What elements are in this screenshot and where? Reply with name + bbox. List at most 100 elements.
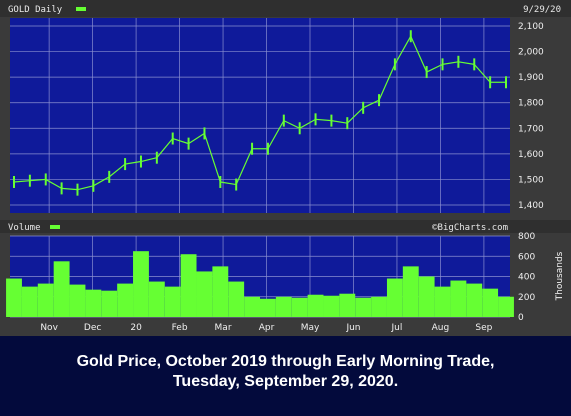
x-tick-label: Sep <box>475 323 492 333</box>
volume-bar <box>85 289 102 317</box>
price-trace-segment <box>267 120 285 150</box>
volume-bar <box>307 294 324 317</box>
price-trace-segment <box>283 120 300 129</box>
price-trace-segment <box>156 138 174 159</box>
price-trace-segment <box>13 180 30 183</box>
volume-bar <box>133 251 149 317</box>
price-legend-swatch <box>76 7 86 11</box>
price-trace-segment <box>29 178 46 182</box>
volume-bar <box>418 276 435 317</box>
volume-tick-label: 400 <box>518 273 535 283</box>
x-tick-label: 20 <box>130 323 142 333</box>
watermark: ©BigCharts.com <box>432 223 508 233</box>
volume-bar <box>386 278 403 317</box>
price-trace-segment <box>108 163 126 178</box>
price-trace-segment <box>203 133 221 183</box>
x-tick-label: Jun <box>345 323 360 333</box>
price-trace-segment <box>220 181 237 186</box>
x-tick-label: Mar <box>215 323 232 333</box>
volume-bar <box>355 297 372 317</box>
price-tick-label: 1,600 <box>518 150 544 160</box>
price-grid <box>10 18 510 213</box>
price-trace-segment <box>93 176 110 187</box>
volume-legend-swatch <box>50 225 60 229</box>
volume-tick-label: 800 <box>518 232 535 242</box>
x-tick-label: Dec <box>84 323 101 333</box>
volume-bar <box>37 283 54 317</box>
price-trace-segment <box>473 63 491 83</box>
price-tick-label: 1,400 <box>518 201 544 211</box>
volume-header-bar <box>0 220 571 233</box>
price-trace-segment <box>331 120 348 124</box>
volume-bar <box>434 286 451 317</box>
price-tick-label: 1,900 <box>518 73 544 83</box>
price-trace-segment <box>172 137 189 145</box>
price-trace-segment <box>362 99 380 109</box>
price-trace-segment <box>299 118 316 129</box>
caption-line-1: Gold Price, October 2019 through Early M… <box>76 353 495 370</box>
price-tick-label: 1,700 <box>518 124 544 134</box>
caption-line-2: Tuesday, September 29, 2020. <box>172 373 399 390</box>
volume-bars <box>6 251 514 317</box>
price-trace-segment <box>77 185 94 191</box>
volume-bar <box>450 280 467 317</box>
volume-bar <box>291 297 308 317</box>
x-tick-label: Aug <box>432 323 450 333</box>
volume-tick-label: 600 <box>518 252 535 262</box>
x-tick-label: Nov <box>40 323 58 333</box>
x-tick-label: May <box>301 323 320 333</box>
price-trace-segment <box>378 64 396 101</box>
price-trace-segment <box>410 35 428 73</box>
volume-tick-label: 200 <box>518 293 535 303</box>
volume-tick-label: 0 <box>518 313 524 323</box>
volume-bar <box>53 261 70 317</box>
volume-bar <box>196 271 213 317</box>
x-axis-labels: Nov Dec 20 Feb Mar Apr May Jun Jul Aug Sep <box>40 323 492 333</box>
gold-chart: GOLD Daily 9/29/20 1,400 1,500 1,600 1,700 1… <box>0 0 571 336</box>
price-bars <box>13 30 507 196</box>
volume-bar <box>212 266 229 317</box>
price-trace-segment <box>315 118 332 122</box>
price-trace-segment <box>125 160 142 165</box>
x-tick-label: Apr <box>259 323 275 333</box>
price-trace-segment <box>426 63 443 73</box>
price-trace-segment <box>45 178 62 189</box>
price-trace-segment <box>442 61 459 65</box>
volume-bar <box>323 295 340 317</box>
volume-bar <box>101 290 118 317</box>
volume-bar <box>498 296 514 317</box>
figure-caption: Gold Price, October 2019 through Early M… <box>0 352 571 392</box>
chart-date: 9/29/20 <box>523 5 561 15</box>
price-plot-area <box>10 18 510 213</box>
volume-bar <box>244 296 260 317</box>
volume-bar <box>117 283 134 317</box>
price-tick-label: 1,800 <box>518 99 544 109</box>
x-tick-label: Jul <box>391 323 403 333</box>
volume-bar <box>6 278 22 317</box>
price-trace-segment <box>346 107 364 124</box>
x-tick-label: Feb <box>172 323 188 333</box>
volume-bar <box>180 254 197 317</box>
price-y-axis: 1,400 1,500 1,600 1,700 1,800 1,900 2,000 2,100 <box>518 22 544 211</box>
price-tick-label: 2,000 <box>518 48 544 58</box>
volume-bar <box>260 298 276 317</box>
price-tick-label: 1,500 <box>518 175 544 185</box>
price-trace-segment <box>394 35 412 65</box>
volume-bar <box>466 283 483 317</box>
volume-bar <box>339 293 356 317</box>
price-trace-segment <box>61 187 78 191</box>
volume-bar <box>148 281 165 317</box>
volume-bar <box>69 284 86 317</box>
volume-y-axis: 0 200 400 600 800 <box>518 232 535 323</box>
price-title: GOLD Daily <box>8 5 63 15</box>
price-trace-segment <box>188 132 205 145</box>
price-trace-segment <box>458 61 475 65</box>
volume-bar <box>21 286 38 317</box>
price-trace-segment <box>235 148 253 185</box>
volume-bar <box>371 296 387 317</box>
volume-bar <box>402 266 419 317</box>
price-header-bar <box>0 0 571 17</box>
price-trace-segment <box>140 157 157 163</box>
volume-y-label: Thousands <box>555 251 565 301</box>
volume-bar <box>275 296 292 317</box>
